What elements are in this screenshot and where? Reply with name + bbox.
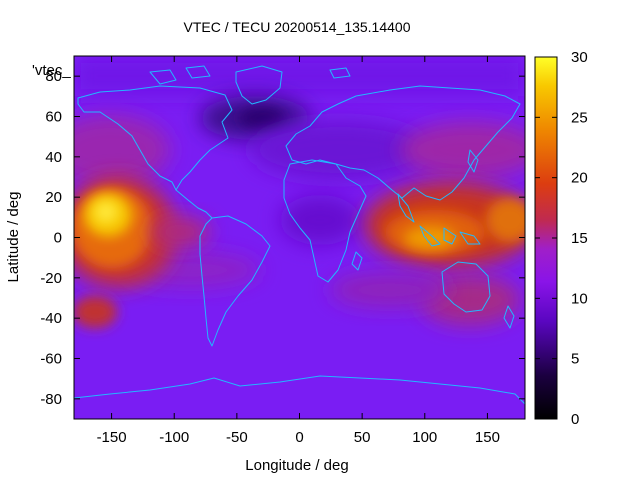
x-tick-label: -50 [226,429,248,446]
y-tick-label: 80 [45,68,62,85]
y-tick-label: 0 [54,230,62,247]
coast-se-asia [419,225,481,247]
x-tick-label: -100 [159,429,189,446]
y-tick-label: 60 [45,109,62,126]
asia-midlat-band [400,122,525,178]
coast-new-zealand [503,305,515,329]
colorbar-tick-label: 10 [571,290,588,307]
x-axis-ticks: -150 -100 -50 0 50 100 150 [97,56,500,446]
south-indian-band [330,272,450,308]
africa-dim [280,195,360,245]
coast-central-america [175,189,213,219]
colorbar-tick-label: 30 [571,49,588,66]
n-atlantic-low-core [240,108,284,128]
vtec-heatmap [74,56,525,419]
x-tick-label: 50 [354,429,371,446]
coast-south-america [199,215,271,347]
x-tick-label: 150 [475,429,500,446]
x-tick-label: 0 [295,429,303,446]
x-tick-label: -150 [97,429,127,446]
colorbar-tick-label: 15 [571,230,588,247]
legend-label: 'vtec_ [32,62,71,79]
coastlines [74,65,525,419]
colorbar-tick-label: 0 [571,411,579,428]
pacific-anomaly-peak [94,201,118,223]
coast-arctic-islands [149,65,351,85]
polar-low-north [74,56,525,96]
coast-greenland [235,65,283,105]
coast-india [397,193,415,223]
colorbar-tick-label: 25 [571,109,588,126]
y-tick-label: -80 [40,391,62,408]
colorbar-tick-label: 20 [571,170,588,187]
coast-north-america [77,85,233,191]
y-tick-label: -60 [40,351,62,368]
y-tick-label: 40 [45,149,62,166]
east-pacific-edge [486,198,525,242]
x-tick-label: 100 [412,429,437,446]
pacific-east-tail [150,217,210,247]
x-axis-label: Longitude / deg [245,457,348,474]
colorbar-tick-label: 5 [571,351,579,368]
y-tick-label: -40 [40,310,62,327]
coast-europe-asia [285,85,521,201]
y-tick-label: 20 [45,189,62,206]
coast-antarctica [74,375,525,419]
coast-africa [283,159,367,283]
y-axis-ticks: -80 -60 -40 -20 0 20 40 60 80 [40,68,525,408]
y-axis-label: Latitude / deg [5,192,22,283]
coast-australia [441,261,491,313]
asia-anomaly-core [404,226,456,250]
coast-madagascar [351,251,363,271]
colorbar-ticks: 0 5 10 15 20 25 30 [535,49,588,428]
y-tick-label: -20 [40,270,62,287]
pacific-midlat-band [74,115,170,185]
pacific-southern-tail [74,296,117,328]
coast-japan [467,149,479,173]
chart-title: VTEC / TECU 20200514_135.14400 [183,19,410,35]
